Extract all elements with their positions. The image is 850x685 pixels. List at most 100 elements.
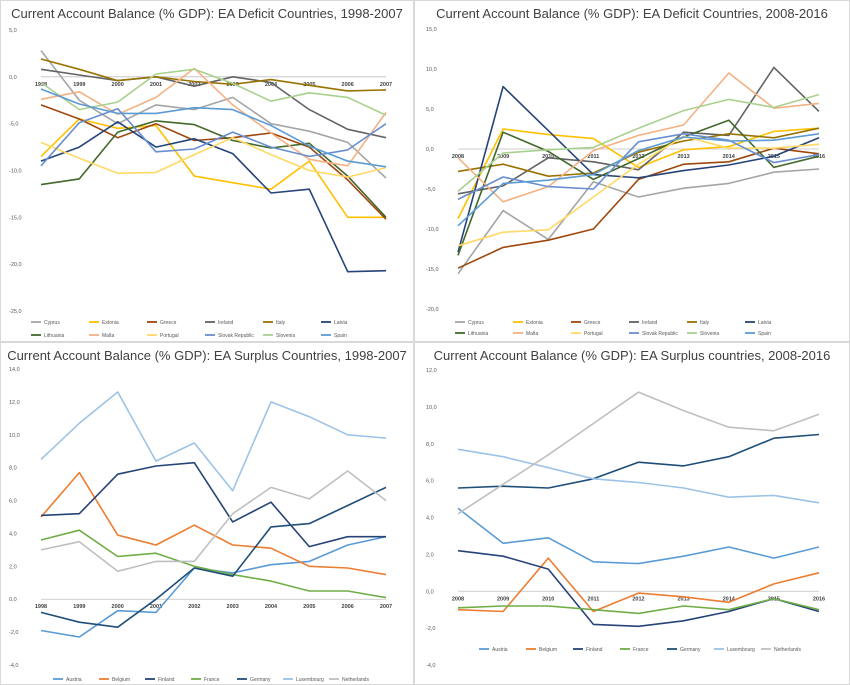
- x-tick-label: 2009: [497, 154, 509, 160]
- legend-label: Slovak Republic: [642, 331, 678, 337]
- x-tick-label: 2016: [813, 596, 825, 602]
- x-tick-label: 2003: [227, 604, 239, 610]
- y-tick-label: -10,0: [426, 227, 439, 233]
- legend-label: Cyprus: [468, 320, 484, 326]
- legend-label: France: [633, 647, 649, 653]
- legend-label: Cyprus: [44, 320, 60, 326]
- x-tick-label: 2011: [587, 154, 599, 160]
- y-tick-label: 6,0: [426, 479, 434, 485]
- x-tick-label: 2013: [678, 154, 690, 160]
- x-tick-label: 2001: [150, 604, 162, 610]
- series-line-slovenia: [457, 93, 820, 193]
- x-tick-label: 2004: [265, 82, 278, 88]
- x-tick-label: 2012: [632, 596, 644, 602]
- chart-panel-deficit-1998-2007: 5,0 0,0 -5,0 -10,0 -15,0 -20,0 -25,0 1998 1999 20…: [0, 0, 414, 342]
- y-tick-label: 2,0: [426, 552, 434, 558]
- chart-title: Current Account Balance (% GDP): EA Defi…: [11, 6, 403, 21]
- series-line-portugal: [40, 136, 387, 178]
- series-line-belgium: [457, 557, 820, 613]
- x-tick-label: 2008: [452, 154, 464, 160]
- series-line-cyprus: [40, 50, 387, 179]
- x-tick-label: 2006: [342, 604, 354, 610]
- y-tick-label: 0,0: [9, 597, 17, 603]
- x-tick-label: 2000: [112, 82, 124, 88]
- x-tick-label: 2011: [587, 596, 599, 602]
- series-line-finland: [40, 461, 386, 548]
- chart-svg: 12,0 10,0 8,0 6,0 4,0 2,0 0,0 -2,0 -4,0 2008 2009 2…: [426, 368, 825, 669]
- y-tick-label: -4,0: [9, 663, 18, 669]
- legend-label: Latvia: [334, 320, 348, 326]
- legend-label: Italy: [276, 320, 286, 326]
- legend-label: Ireland: [218, 320, 234, 326]
- x-tick-label: 2010: [542, 596, 554, 602]
- y-tick-label: -25,0: [9, 309, 22, 315]
- series-line-france: [40, 529, 387, 599]
- y-tick-label: -20,0: [9, 262, 22, 268]
- x-tick-label: 2009: [497, 596, 509, 602]
- legend-label: Latvia: [758, 320, 772, 326]
- y-tick-label: 2,0: [9, 564, 17, 570]
- series-line-slovak-republic: [40, 107, 387, 167]
- series-line-slovak-republic: [457, 133, 820, 201]
- series-line-germany: [40, 486, 387, 629]
- series-line-latvia: [457, 85, 820, 253]
- legend-label: Greece: [160, 320, 177, 326]
- series-line-austria: [457, 507, 820, 565]
- legend-label: Italy: [700, 320, 710, 326]
- legend-label: Finland: [158, 677, 175, 683]
- y-tick-label: 5,0: [9, 28, 17, 34]
- series-line-italy: [40, 58, 387, 92]
- x-tick-label: 2013: [678, 596, 690, 602]
- series-line-ireland: [40, 68, 387, 139]
- series-line-malta: [40, 67, 387, 167]
- x-tick-label: 2014: [723, 596, 736, 602]
- chart-title: Current Account Balance (% GDP): EA Surp…: [7, 348, 407, 363]
- chart-panel-surplus-1998-2007: 14,0 12,0 10,0 8,0 6,0 4,0 2,0 0,0 -2,0 -4,0 1998 1…: [0, 342, 414, 685]
- legend-label: Belgium: [112, 677, 130, 683]
- y-tick-label: -5,0: [426, 187, 435, 193]
- series-line-germany: [457, 433, 820, 489]
- y-tick-label: 12,0: [9, 400, 20, 406]
- legend-label: Luxembourg: [296, 677, 324, 683]
- x-tick-label: 2012: [632, 154, 644, 160]
- legend-label: Finland: [586, 647, 603, 653]
- legend-label: Netherlands: [774, 647, 801, 653]
- chart-svg: 15,0 10,0 5,0 0,0 -5,0 -10,0 -15,0 -20,0 2008 200…: [426, 27, 825, 337]
- chart-title: Current Account Balance (% GDP): EA Surp…: [433, 348, 831, 363]
- y-tick-label: 15,0: [426, 27, 437, 33]
- legend-label: Slovak Republic: [218, 333, 254, 339]
- legend-label: Portugal: [160, 333, 179, 339]
- chart-panel-deficit-2008-2016: 15,0 10,0 5,0 0,0 -5,0 -10,0 -15,0 -20,0 2008 200…: [414, 0, 850, 342]
- y-tick-label: -2,0: [9, 630, 18, 636]
- series-line-lithuania: [40, 120, 387, 218]
- legend-label: Belgium: [539, 647, 557, 653]
- chart-panel-surplus-2008-2016: 12,0 10,0 8,0 6,0 4,0 2,0 0,0 -2,0 -4,0 2008 2009 2…: [414, 342, 850, 685]
- legend-label: Lithuania: [44, 333, 65, 339]
- series-line-portugal: [457, 135, 820, 247]
- x-tick-label: 2000: [112, 604, 124, 610]
- x-tick-label: 2007: [380, 604, 392, 610]
- x-tick-label: 1998: [35, 82, 47, 88]
- legend-label: Spain: [758, 331, 771, 337]
- legend-label: Austria: [492, 647, 508, 653]
- x-tick-label: 1999: [73, 82, 85, 88]
- y-tick-label: 14,0: [9, 367, 20, 373]
- series-line-italy: [457, 127, 820, 177]
- x-tick-label: 2010: [542, 154, 554, 160]
- x-tick-label: 2008: [452, 596, 464, 602]
- y-tick-label: 10,0: [426, 67, 437, 73]
- y-tick-label: -10,0: [9, 169, 22, 175]
- series-line-spain: [40, 88, 387, 168]
- x-tick-label: 2005: [303, 604, 315, 610]
- series-line-belgium: [40, 471, 387, 576]
- series-line-cyprus: [457, 168, 820, 275]
- y-tick-label: 12,0: [426, 368, 437, 374]
- y-tick-label: -5,0: [9, 122, 18, 128]
- y-tick-label: 8,0: [426, 442, 434, 448]
- y-tick-label: 5,0: [426, 107, 434, 113]
- y-tick-label: -20,0: [426, 307, 439, 313]
- x-tick-label: 2004: [265, 604, 278, 610]
- legend-label: Malta: [102, 333, 114, 339]
- x-tick-label: 2007: [380, 82, 392, 88]
- x-tick-label: 2014: [723, 154, 736, 160]
